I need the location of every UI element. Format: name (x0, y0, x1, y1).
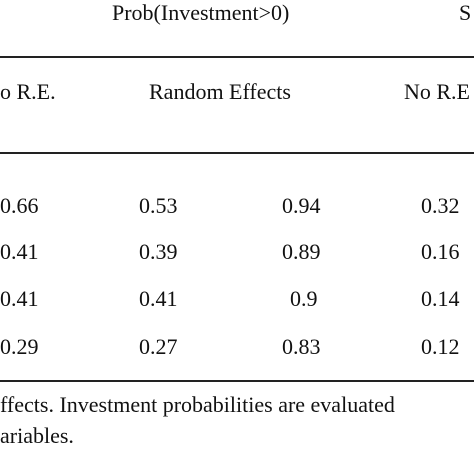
column-header-no-re-left: o R.E. (0, 79, 56, 104)
cell: 0.27 (139, 334, 178, 359)
cell: 0.83 (282, 334, 321, 359)
cell: 0.66 (0, 193, 39, 218)
cell: 0.53 (139, 193, 178, 218)
cell: 0.94 (282, 193, 321, 218)
top-rule (0, 56, 474, 58)
cell: 0.12 (421, 334, 460, 359)
table-footnote-line-1: ffects. Investment probabilities are eva… (0, 392, 395, 417)
cell: 0.16 (421, 239, 460, 264)
cell: 0.39 (139, 239, 178, 264)
cell: 0.89 (282, 239, 321, 264)
bottom-rule (0, 380, 474, 382)
column-header-random-effects: Random Effects (149, 79, 291, 104)
column-header-no-re-right: No R.E (404, 79, 470, 104)
group-header-right: S (459, 0, 472, 25)
cell: 0.14 (421, 286, 460, 311)
header-rule (0, 152, 474, 154)
cell: 0.41 (139, 286, 178, 311)
cell: 0.32 (421, 193, 460, 218)
cell: 0.41 (0, 239, 39, 264)
cell: 0.41 (0, 286, 39, 311)
table-footnote-line-2: ariables. (0, 423, 74, 448)
cell: 0.9 (290, 286, 318, 311)
cell: 0.29 (0, 334, 39, 359)
group-header-investment-probability: Prob(Investment>0) (112, 0, 290, 25)
